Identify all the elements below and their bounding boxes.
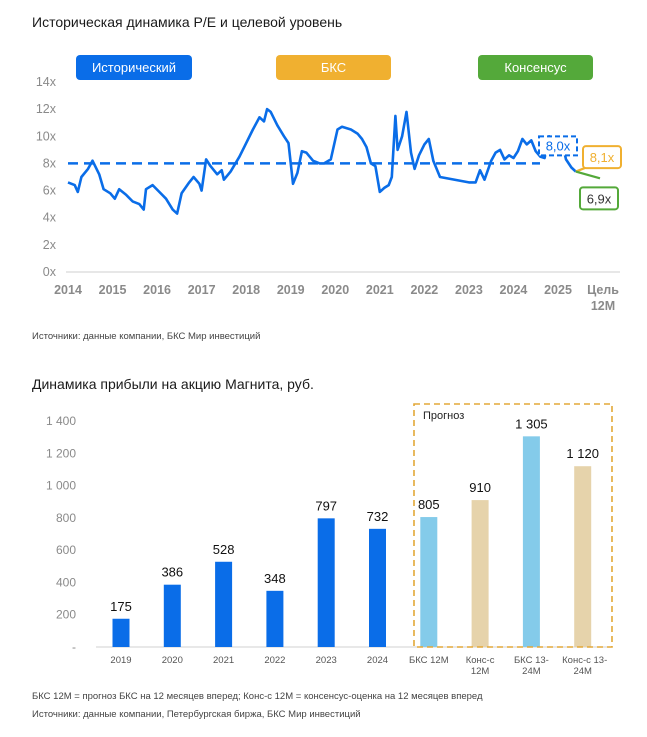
x-tick-label: 2019 [277,283,305,297]
eps-bar [420,517,438,647]
eps-bar [574,466,592,647]
historical-pe-series [67,107,577,215]
x-tick-label: 12М [471,666,490,677]
y-tick-label: 400 [56,575,76,589]
eps-bar [266,590,284,647]
eps-data-label: 348 [264,571,286,586]
y-tick-label: 800 [56,511,76,525]
y-tick-label: 600 [56,543,76,557]
eps-data-label: 910 [469,480,491,495]
pe-chart-title: Историческая динамика P/E и целевой уров… [32,14,343,30]
eps-bar [112,618,130,647]
x-tick-label: БКС 13- [514,655,549,666]
x-tick-label: 2017 [188,283,216,297]
x-tick-label: 2022 [410,283,438,297]
eps-data-label: 1 120 [566,446,599,461]
x-tick-label: БКС 12М [409,655,449,666]
x-tick-label: Конс-с 13- [562,655,607,666]
x-tick-label: 2022 [264,655,285,666]
x-tick-label: 2018 [232,283,260,297]
eps-data-label: 1 305 [515,416,548,431]
y-tick-label: - [72,640,76,654]
eps-chart-note: БКС 12М = прогноз БКС на 12 месяцев впер… [32,691,483,702]
eps-bar [317,518,335,647]
forecast-frame [413,403,613,648]
y-tick-label: 0x [43,265,57,279]
y-tick-label: 12x [36,102,57,116]
legend-historical-label: Исторический [91,60,177,75]
current-pe-callout: 8,0x [546,138,571,153]
eps-data-label: 797 [315,498,337,513]
x-tick-label: 2019 [110,655,131,666]
legend-bks: БКС [276,55,391,80]
y-tick-label: 10x [36,129,57,143]
x-tick-label: 2023 [316,655,337,666]
pe-line-chart: 0x 2x 4x 6x 8x 10x 12x 14x 2014 2015 2016 2017 2018 2… [36,75,622,313]
forecast-label: Прогноз [423,410,464,422]
y-tick-label: 8x [43,156,57,170]
eps-data-label: 386 [161,565,183,580]
x-tick-label: 2021 [366,283,394,297]
x-tick-label: 2025 [544,283,572,297]
x-tick-label: 2016 [143,283,171,297]
x-tick-label: 2023 [455,283,483,297]
y-tick-label: 1 000 [46,479,76,493]
consensus-target-callout-box [579,186,619,211]
x-tick-label: 2020 [162,655,183,666]
legend-consensus-label: Консенсус [504,60,567,75]
x-tick-target-line1: Цель [587,283,619,297]
x-tick-label: 2014 [54,283,82,297]
current-pe-callout-box [538,135,578,157]
eps-bar [471,500,489,647]
x-tick-label: 24М [522,666,541,677]
x-tick-label: 2015 [99,283,127,297]
y-tick-label: 200 [56,608,76,622]
x-tick-label: 2020 [321,283,349,297]
eps-data-label: 805 [418,497,440,512]
eps-data-label: 528 [213,542,235,557]
eps-bar [522,436,540,647]
y-tick-label: 4x [43,211,57,225]
x-tick-label: Конс-с [466,655,495,666]
consensus-target-line [575,170,601,180]
x-tick-target-line2: 12М [591,299,615,313]
pe-chart-source: Источники: данные компании, БКС Мир инве… [32,331,261,342]
x-tick-label: 2021 [213,655,234,666]
consensus-target-callout: 6,9x [587,191,612,206]
x-tick-label: 2024 [367,655,388,666]
y-tick-label: 1 200 [46,446,76,460]
x-tick-label: 24М [573,666,592,677]
y-tick-label: 6x [43,184,57,198]
y-tick-label: 2x [43,238,57,252]
y-tick-label: 14x [36,75,57,89]
bks-target-callout: 8,1x [590,150,615,165]
eps-data-label: 175 [110,599,132,614]
eps-bar [369,528,386,647]
y-tick-label: 1 400 [46,414,76,428]
eps-chart-source: Источники: данные компании, Петербургска… [32,709,361,720]
eps-data-label: 732 [367,509,389,524]
bks-target-callout-box [582,145,622,170]
legend-historical: Исторический [76,55,192,80]
eps-bar [163,584,181,647]
eps-chart-title: Динамика прибыли на акцию Магнита, руб. [32,376,314,392]
x-tick-label: 2024 [500,283,528,297]
legend-consensus: Консенсус [478,55,593,80]
eps-bar [215,561,233,647]
legend-bks-label: БКС [320,60,347,75]
